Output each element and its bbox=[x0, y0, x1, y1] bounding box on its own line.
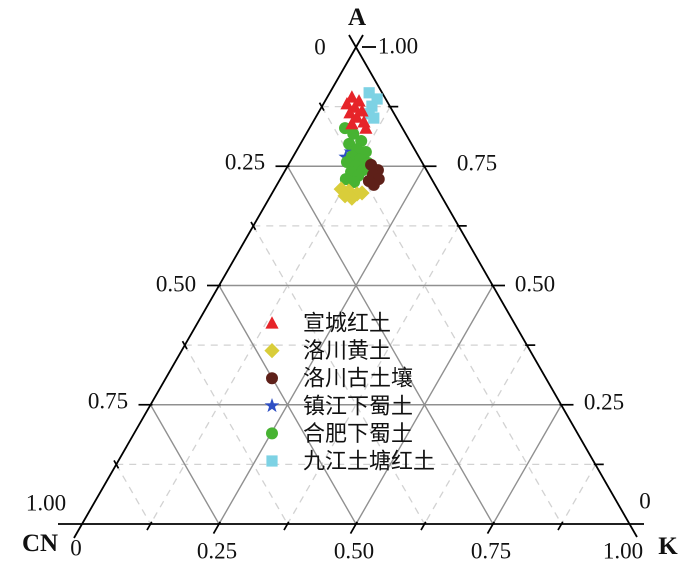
gridline-constK bbox=[355, 285, 494, 525]
gridline-constCN bbox=[184, 344, 289, 525]
point-marker-square bbox=[368, 112, 380, 124]
axis-tick-labels: 0 0.25 0.50 0.75 1.00 1.00 0.75 0.50 0.25 0 0 0.25 0… bbox=[26, 34, 651, 564]
right-axis-tick-label: 0.25 bbox=[584, 390, 624, 415]
legend-marker-diamond bbox=[264, 343, 280, 359]
point-marker-triangle bbox=[345, 90, 359, 103]
bottom-axis-minor-tick bbox=[420, 521, 427, 531]
bottom-axis-major-tick bbox=[486, 521, 495, 534]
legend-item: 宣城红土 bbox=[265, 311, 391, 336]
point-marker-triangle bbox=[345, 116, 359, 130]
bottom-axis-major-tick bbox=[349, 521, 358, 534]
vertex-label-K: K bbox=[658, 533, 678, 560]
left-edge bbox=[73, 34, 364, 539]
left-axis-tick-label: 0.50 bbox=[156, 272, 196, 297]
left-axis-minor-tick bbox=[318, 102, 325, 111]
point-marker-diamond bbox=[341, 183, 357, 199]
legend-item: 洛川古土壤 bbox=[266, 366, 413, 391]
legend-label: 九江土塘红土 bbox=[303, 449, 435, 474]
bottom-axis-major-tick bbox=[212, 521, 221, 534]
axis-ticks bbox=[113, 46, 604, 534]
point-marker-square bbox=[371, 93, 383, 105]
vertex-labels: A CN K bbox=[22, 4, 678, 560]
gridline-constCN bbox=[149, 404, 220, 525]
left-axis-minor-tick bbox=[181, 340, 188, 350]
legend-marker-star bbox=[264, 398, 280, 413]
series-洛川古土壤 bbox=[362, 158, 385, 191]
legend-label: 洛川古土壤 bbox=[303, 366, 413, 391]
major-gridlines bbox=[149, 165, 563, 525]
left-axis-tick-label: 1.00 bbox=[26, 491, 66, 516]
right-axis-tick-label: 0.50 bbox=[515, 272, 555, 297]
gridline-constCN bbox=[115, 464, 152, 525]
gridline-constCN bbox=[286, 165, 494, 525]
series-九江土塘红土 bbox=[363, 87, 383, 124]
left-axis-minor-tick bbox=[113, 460, 120, 469]
point-marker-triangle bbox=[355, 104, 369, 117]
gridline-constCN bbox=[218, 285, 357, 525]
bottom-axis-minor-tick bbox=[557, 521, 564, 531]
left-axis-tick-label: 0 bbox=[314, 35, 326, 60]
legend-marker-triangle bbox=[265, 316, 279, 329]
legend-label: 合肥下蜀土 bbox=[303, 421, 413, 446]
legend-item: 洛川黄土 bbox=[264, 338, 391, 363]
gridline-constK bbox=[423, 344, 528, 525]
gridline-constK bbox=[492, 404, 563, 525]
legend-label: 镇江下蜀土 bbox=[303, 393, 413, 418]
series-洛川黄土 bbox=[333, 181, 370, 206]
right-axis-tick-label: 0 bbox=[639, 489, 651, 514]
point-marker-diamond bbox=[344, 190, 360, 206]
series-合肥下蜀土 bbox=[339, 122, 374, 188]
gridline-constCN bbox=[252, 225, 426, 525]
point-marker-square bbox=[366, 100, 378, 112]
series-宣城红土 bbox=[340, 90, 373, 134]
legend-label: 洛川黄土 bbox=[303, 338, 391, 363]
bottom-axis-tick-label: 0.25 bbox=[197, 539, 237, 564]
bottom-axis-tick-label: 0.50 bbox=[334, 539, 374, 564]
point-marker-circle bbox=[348, 175, 361, 188]
point-marker-triangle bbox=[359, 121, 373, 134]
vertex-label-CN: CN bbox=[22, 530, 58, 557]
left-axis-tick-label: 0.75 bbox=[88, 389, 128, 414]
point-marker-triangle bbox=[350, 110, 364, 123]
point-marker-triangle bbox=[340, 96, 354, 110]
left-axis-tick-label: 0.25 bbox=[225, 150, 265, 175]
gridline-constK bbox=[218, 165, 426, 525]
gridline-constK bbox=[286, 225, 460, 525]
legend-item: 九江土塘红土 bbox=[266, 449, 435, 474]
point-marker-circle bbox=[367, 178, 380, 191]
legend-label: 宣城红土 bbox=[303, 311, 391, 336]
data-points bbox=[333, 87, 385, 206]
legend-marker-circle bbox=[266, 427, 278, 440]
legend-item: 合肥下蜀土 bbox=[266, 421, 413, 446]
point-marker-square bbox=[363, 87, 375, 99]
bottom-axis-minor-tick bbox=[283, 521, 290, 531]
gridline-constK bbox=[560, 464, 597, 525]
vertex-label-A: A bbox=[348, 4, 366, 31]
point-marker-triangle bbox=[343, 106, 357, 119]
bottom-axis-tick-label: 0 bbox=[70, 536, 82, 561]
point-marker-diamond bbox=[337, 188, 353, 204]
bottom-axis-tick-label: 1.00 bbox=[603, 539, 643, 564]
right-axis-tick-label: 1.00 bbox=[378, 34, 418, 59]
point-marker-circle bbox=[347, 127, 360, 140]
bottom-axis-tick-label: 0.75 bbox=[471, 539, 511, 564]
left-axis-minor-tick bbox=[250, 221, 257, 231]
bottom-axis-minor-tick bbox=[146, 521, 153, 531]
right-axis-tick-label: 0.75 bbox=[457, 151, 497, 176]
legend-marker-circle bbox=[266, 372, 278, 385]
legend-item: 镇江下蜀土 bbox=[264, 393, 413, 418]
legend-marker-square bbox=[266, 455, 278, 467]
